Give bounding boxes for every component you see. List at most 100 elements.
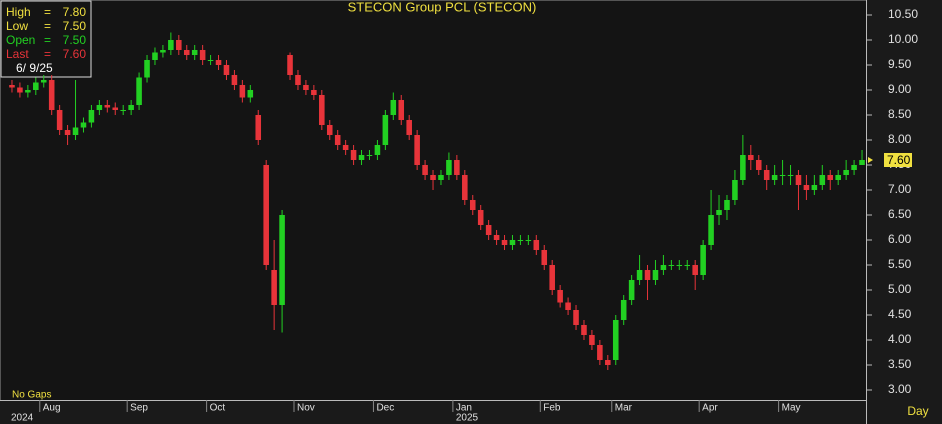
candle-body bbox=[501, 240, 508, 245]
x-tick-label: Feb bbox=[543, 403, 561, 414]
candle-body bbox=[454, 160, 460, 175]
candle-body bbox=[40, 80, 47, 83]
candle-body bbox=[438, 175, 444, 180]
candle-body bbox=[271, 270, 277, 305]
y-tick-label: 5.50 bbox=[888, 257, 912, 271]
y-tick-label: 8.50 bbox=[888, 107, 912, 121]
info-separator: = bbox=[44, 5, 51, 19]
candle-body bbox=[311, 90, 317, 95]
candle-body bbox=[207, 60, 214, 61]
x-tick-label: Mar bbox=[615, 403, 633, 414]
candle-body bbox=[692, 265, 698, 275]
candle-body bbox=[390, 100, 397, 115]
candle-body bbox=[80, 122, 87, 128]
candle-body bbox=[469, 200, 476, 210]
candle-body bbox=[319, 95, 325, 125]
candle-body bbox=[612, 320, 619, 360]
y-tick-label: 4.50 bbox=[888, 307, 912, 321]
candle-body bbox=[160, 50, 166, 53]
y-tick-label: 3.50 bbox=[888, 357, 912, 371]
candle-body bbox=[96, 105, 103, 110]
x-tick-label: Jan bbox=[456, 403, 472, 414]
candle-body bbox=[859, 160, 865, 165]
candle-body bbox=[700, 245, 706, 275]
candle-body bbox=[56, 110, 63, 130]
y-tick-label: 4.00 bbox=[888, 332, 912, 346]
note: No Gaps bbox=[12, 390, 51, 401]
candle-body bbox=[88, 110, 95, 123]
info-value: 7.60 bbox=[63, 47, 87, 61]
info-label: High bbox=[6, 5, 31, 19]
candle-body bbox=[477, 210, 484, 225]
candle-body bbox=[819, 175, 826, 185]
candle-body bbox=[112, 107, 119, 110]
candle-body bbox=[128, 105, 134, 110]
candle-body bbox=[287, 55, 293, 75]
x-tick-label: Dec bbox=[376, 403, 394, 414]
y-tick-label: 9.00 bbox=[888, 82, 912, 96]
candle-body bbox=[25, 90, 31, 93]
candle-body bbox=[628, 280, 635, 300]
candle-body bbox=[835, 175, 841, 180]
y-tick-label: 10.50 bbox=[888, 7, 918, 21]
candle-body bbox=[199, 50, 206, 60]
candle-body bbox=[152, 52, 158, 60]
x-tick-label: Aug bbox=[43, 403, 61, 414]
info-value: 7.50 bbox=[63, 33, 87, 47]
info-label: Low bbox=[6, 19, 28, 33]
candle-body bbox=[803, 185, 810, 190]
candle-body bbox=[557, 290, 563, 303]
info-label: Open bbox=[6, 33, 35, 47]
candle-body bbox=[430, 175, 436, 180]
x-tick-label: Sep bbox=[130, 403, 148, 414]
candle-body bbox=[9, 85, 15, 88]
candle-body bbox=[168, 40, 174, 50]
candle-body bbox=[72, 127, 79, 135]
candle-body bbox=[549, 265, 555, 290]
info-separator: = bbox=[44, 47, 51, 61]
y-tick-label: 7.00 bbox=[888, 182, 912, 196]
candle-body bbox=[493, 235, 500, 240]
candle-body bbox=[223, 65, 230, 75]
x-year-label: 2024 bbox=[11, 413, 34, 424]
candle-body bbox=[144, 60, 150, 78]
candle-body bbox=[342, 145, 349, 150]
candle-body bbox=[827, 175, 834, 180]
candle-body bbox=[581, 325, 587, 335]
candle-body bbox=[485, 225, 492, 235]
info-separator: = bbox=[44, 19, 51, 33]
candle-body bbox=[605, 360, 611, 365]
candle-body bbox=[763, 170, 770, 180]
candle-body bbox=[541, 250, 548, 265]
y-tick-label: 9.50 bbox=[888, 57, 912, 71]
x-tick-label: Oct bbox=[210, 403, 226, 414]
candle-body bbox=[795, 175, 802, 185]
candle-body bbox=[422, 165, 428, 175]
candle-body bbox=[724, 200, 730, 210]
candle-body bbox=[231, 75, 238, 85]
candle-body bbox=[239, 85, 246, 98]
info-value: 7.80 bbox=[63, 5, 87, 19]
candle-body bbox=[334, 135, 341, 145]
last-price-label: 7.60 bbox=[887, 153, 911, 167]
candle-body bbox=[636, 270, 643, 280]
candle-body bbox=[104, 105, 111, 108]
candle-body bbox=[326, 125, 333, 135]
candle-body bbox=[851, 165, 857, 170]
candle-body bbox=[176, 40, 182, 50]
candle-body bbox=[525, 240, 532, 241]
candle-body bbox=[350, 150, 357, 160]
candle-body bbox=[708, 215, 714, 245]
candle-body bbox=[597, 345, 603, 360]
candle-body bbox=[303, 85, 309, 90]
info-value: 7.50 bbox=[63, 19, 87, 33]
x-tick-label: Apr bbox=[702, 403, 718, 414]
x-year-label: 2025 bbox=[456, 413, 479, 424]
candle-body bbox=[716, 210, 722, 215]
candle-body bbox=[215, 60, 222, 65]
candle-body bbox=[366, 155, 373, 156]
y-tick-label: 3.00 bbox=[888, 382, 912, 396]
candle-body bbox=[406, 120, 412, 135]
info-box: High = 7.80 Low = 7.50 Open = 7.50 Last = 7.60 6/ 9/… bbox=[0, 0, 92, 78]
last-price-marker bbox=[868, 157, 873, 163]
